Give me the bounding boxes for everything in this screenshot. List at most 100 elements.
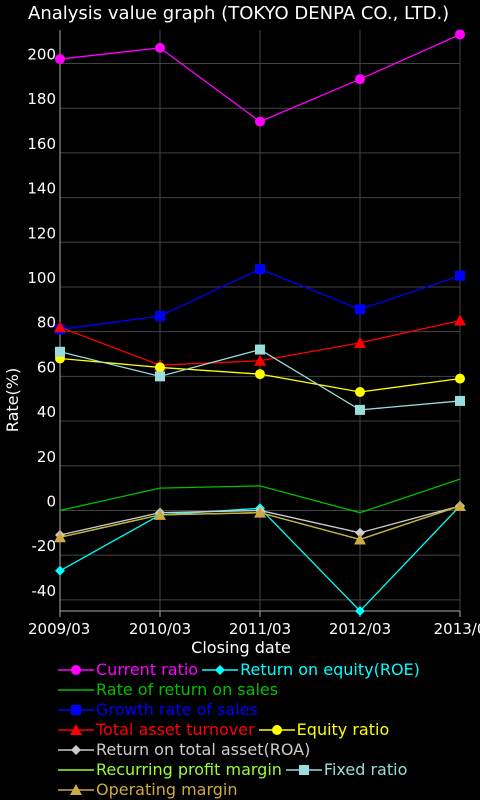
legend-swatch [285,763,322,777]
series-markers [54,29,466,616]
data-point [155,42,165,53]
legend-label: Operating margin [96,780,238,799]
y-tick-label: -40 [32,582,57,600]
data-point [355,527,365,538]
legend-item: Current ratio [58,660,198,680]
legend-swatch [58,723,94,737]
data-point [255,264,265,275]
legend: Current ratio Return on equity(ROE) Rate o… [58,660,478,800]
x-tick-label: 2013/0 [434,620,480,638]
data-point [355,606,365,616]
y-tick-label: 160 [27,135,56,153]
x-tick-label: 2011/03 [229,620,291,638]
legend-item: Return on equity(ROE) [202,660,420,680]
legend-label: Return on equity(ROE) [240,660,420,679]
data-point [254,354,266,366]
legend-row: Operating margin [58,780,478,800]
legend-marker [71,705,81,715]
y-tick-label: 0 [46,492,56,510]
y-tick-label: -20 [32,537,57,555]
data-point [454,314,466,326]
legend-label: Rate of return on sales [96,680,279,699]
legend-swatch [58,703,94,717]
x-tick-label: 2009/03 [28,620,90,638]
data-point [255,369,265,380]
legend-label: Recurring profit margin [96,760,282,779]
y-axis-ticks: -40 -20 0 20 40 60 80 100 120 140 160 180 200 [27,46,56,600]
data-point [55,346,65,357]
legend-marker [215,665,226,675]
data-point [55,54,65,65]
data-point [354,336,366,348]
legend-row: Rate of return on sales [58,680,478,700]
legend-marker [70,784,82,795]
data-point [454,499,466,511]
data-point [455,29,465,40]
data-point [355,74,365,85]
legend-swatch [58,683,94,697]
legend-item: Rate of return on sales [58,680,278,700]
y-tick-label: 60 [37,358,56,376]
legend-item: Equity ratio [258,720,390,740]
legend-item: Recurring profit margin [58,760,282,780]
legend-marker [71,745,81,755]
legend-marker [70,724,82,735]
legend-swatch [58,763,94,777]
legend-row: Growth rate of sales [58,700,478,720]
legend-marker [298,765,309,775]
data-point [155,311,165,322]
legend-row: Recurring profit margin Fixed ratio [58,760,478,780]
legend-row: Current ratio Return on equity(ROE) [58,660,478,680]
data-point [155,371,165,382]
legend-item: Growth rate of sales [58,700,258,720]
line-chart: -40 -20 0 20 40 60 80 100 120 140 160 180 200 2009/0… [3,29,480,657]
data-point [255,344,265,355]
legend-swatch [258,723,295,737]
legend-row: Return on total asset(ROA) [58,740,478,760]
data-point [54,321,66,333]
legend-label: Equity ratio [296,720,390,739]
y-tick-label: 120 [27,224,56,242]
legend-swatch [202,663,239,677]
data-point [155,362,165,373]
legend-label: Fixed ratio [323,760,408,779]
legend-marker [71,665,81,675]
data-point [255,116,265,127]
data-point [254,506,266,518]
y-tick-label: 100 [27,269,56,287]
x-tick-label: 2010/03 [129,620,191,638]
legend-marker [271,725,282,735]
legend-swatch [58,783,94,797]
legend-swatch [58,663,94,677]
legend-item: Total asset turnover [58,720,255,740]
y-tick-label: 180 [27,90,56,108]
data-point [154,508,166,520]
data-point [355,404,365,415]
data-point [455,373,465,384]
data-point [355,304,365,315]
legend-label: Return on total asset(ROA) [96,740,311,759]
y-tick-label: 20 [37,448,56,466]
data-point [455,395,465,406]
y-tick-label: 140 [27,180,56,198]
data-point [55,565,65,576]
data-point [54,531,66,543]
data-point [354,533,366,545]
data-point [455,270,465,281]
legend-item: Operating margin [58,780,238,800]
x-axis-label: Closing date [191,638,291,657]
legend-swatch [58,743,94,757]
legend-row: Total asset turnover Equity ratio [58,720,478,740]
legend-item: Return on total asset(ROA) [58,740,310,760]
data-point [355,387,365,398]
legend-label: Current ratio [96,660,199,679]
y-axis-label: Rate(%) [3,368,22,432]
x-tick-label: 2012/03 [329,620,391,638]
series-line [59,478,461,514]
legend-label: Growth rate of sales [96,700,258,719]
y-tick-label: 40 [37,403,56,421]
legend-item: Fixed ratio [285,760,408,780]
y-tick-label: 200 [27,46,56,64]
y-tick-label: 80 [37,314,56,332]
x-axis-ticks: 2009/03 2010/03 2011/03 2012/03 2013/0 [28,620,480,638]
